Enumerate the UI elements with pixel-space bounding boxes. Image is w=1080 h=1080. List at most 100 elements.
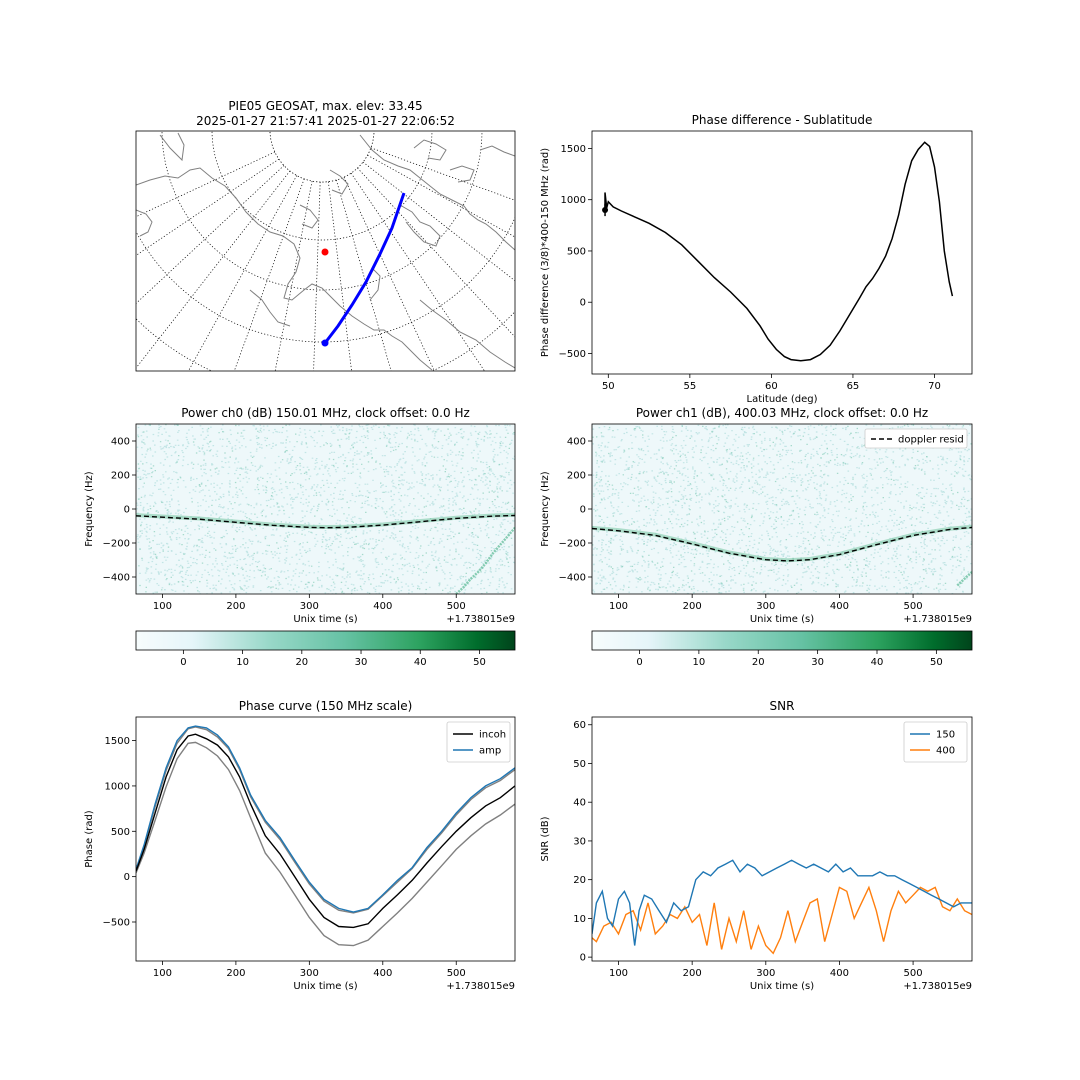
spectrogram-area xyxy=(136,424,515,594)
y-tick-label: 20 xyxy=(573,875,586,886)
coastline xyxy=(369,267,381,301)
colorbar-tick-label: 0 xyxy=(636,657,642,668)
coastline xyxy=(479,145,515,157)
x-tick-label: 400 xyxy=(373,601,392,612)
station-marker xyxy=(321,248,329,256)
colorbar-tick-label: 10 xyxy=(693,657,706,668)
chart-title: Phase curve (150 MHz scale) xyxy=(239,699,413,713)
x-tick-label: 100 xyxy=(609,601,628,612)
series-amp-line xyxy=(136,725,515,913)
coastline xyxy=(449,165,475,183)
phase-curve-panel: 100 200 300 400 500 −500 0 500 1000 1500 Unix time… xyxy=(84,699,516,992)
y-axis-label: SNR (dB) xyxy=(540,816,551,861)
plot-area xyxy=(592,859,972,955)
x-offset-label: +1.738015e9 xyxy=(903,981,972,992)
x-tick-label: 70 xyxy=(928,381,941,392)
y-tick-label: 10 xyxy=(573,914,586,925)
series-envelope-line xyxy=(136,726,515,914)
meridian-line xyxy=(350,172,485,371)
x-tick-label: 100 xyxy=(609,968,628,979)
x-axis-label: Unix time (s) xyxy=(293,614,357,625)
secondary-signal-trace xyxy=(956,570,972,587)
y-tick-label: 60 xyxy=(573,720,586,731)
y-tick-label: 0 xyxy=(580,505,586,516)
x-axis-label: Unix time (s) xyxy=(293,981,357,992)
spectrogram-background xyxy=(136,424,515,594)
y-tick-label: 1500 xyxy=(105,736,130,747)
coastline xyxy=(159,132,185,162)
spectrogram-background xyxy=(592,424,972,594)
y-tick-label: −500 xyxy=(559,349,586,360)
error-bar-point xyxy=(602,206,609,213)
y-tick-label: 400 xyxy=(567,437,586,448)
plot-area xyxy=(136,725,515,947)
colorbar-tick-label: 50 xyxy=(930,657,943,668)
satellite-track xyxy=(323,192,406,344)
meridian-line xyxy=(188,175,298,371)
colorbar-gradient xyxy=(591,630,973,651)
meridian-line xyxy=(136,170,291,369)
y-tick-label: 1000 xyxy=(561,195,586,206)
axes-frame xyxy=(135,716,516,962)
x-offset-label: +1.738015e9 xyxy=(903,614,972,625)
x-tick-label: 200 xyxy=(226,601,245,612)
coastline xyxy=(329,169,349,195)
coastline xyxy=(413,139,447,161)
spectrogram-area xyxy=(592,424,972,594)
colorbar-tick-label: 50 xyxy=(473,657,486,668)
axes-frame xyxy=(591,716,973,962)
y-tick-label: 1000 xyxy=(105,781,130,792)
colorbar-tick-label: 40 xyxy=(871,657,884,668)
y-tick-label: −200 xyxy=(103,539,130,550)
x-tick-label: 200 xyxy=(226,968,245,979)
meridian-line xyxy=(136,165,285,304)
y-tick-label: 50 xyxy=(573,759,586,770)
x-tick-label: 300 xyxy=(756,601,775,612)
meridian-line xyxy=(370,147,515,201)
y-axis-label: Frequency (Hz) xyxy=(540,471,551,547)
y-axis-label: Frequency (Hz) xyxy=(84,471,95,547)
x-axis-label: Unix time (s) xyxy=(750,981,814,992)
x-tick-label: 300 xyxy=(756,968,775,979)
x-tick-label: 300 xyxy=(300,968,319,979)
x-axis-label: Unix time (s) xyxy=(750,614,814,625)
x-tick-label: 500 xyxy=(904,601,923,612)
x-tick-label: 100 xyxy=(153,968,172,979)
y-tick-label: 40 xyxy=(573,798,586,809)
secondary-signal-trace xyxy=(455,526,515,594)
coastline xyxy=(299,204,319,229)
legend-box xyxy=(903,721,968,763)
y-tick-label: 0 xyxy=(580,298,586,309)
y-axis-label: Phase (rad) xyxy=(84,810,95,868)
track-start-marker xyxy=(321,339,329,347)
y-tick-label: −200 xyxy=(559,539,586,550)
x-tick-label: 100 xyxy=(153,601,172,612)
x-offset-label: +1.738015e9 xyxy=(446,981,515,992)
x-tick-label: 500 xyxy=(447,968,466,979)
x-tick-label: 50 xyxy=(602,381,615,392)
x-offset-label: +1.738015e9 xyxy=(446,614,515,625)
map-title-line2: 2025-01-27 21:57:41 2025-01-27 22:06:52 xyxy=(196,114,455,128)
colorbar-tick-label: 30 xyxy=(811,657,824,668)
map-panel: PIE05 GEOSAT, max. elev: 33.452025-01-27… xyxy=(135,99,516,372)
coastline xyxy=(399,204,441,247)
y-tick-label: 0 xyxy=(124,505,130,516)
legend-box xyxy=(864,428,968,449)
plot-area xyxy=(602,141,954,362)
meridian-line xyxy=(335,179,392,371)
x-tick-label: 500 xyxy=(904,968,923,979)
y-tick-label: 200 xyxy=(567,471,586,482)
colorbar-tick-label: 20 xyxy=(752,657,765,668)
phase-difference-line xyxy=(604,141,954,362)
meridian-line xyxy=(367,154,515,238)
colorbar-tick-label: 40 xyxy=(414,657,427,668)
x-tick-label: 400 xyxy=(830,968,849,979)
snr-panel: 100 200 300 400 500 0 10 20 30 40 50 60 Unix time (s… xyxy=(540,699,973,992)
chart-title: SNR xyxy=(770,699,795,713)
series-incoh-line xyxy=(136,733,515,929)
meridian-line xyxy=(313,181,321,371)
chart-title: Power ch1 (dB), 400.03 MHz, clock offset… xyxy=(636,406,928,420)
y-tick-label: 500 xyxy=(567,246,586,257)
colorbar-tick-label: 10 xyxy=(236,657,249,668)
